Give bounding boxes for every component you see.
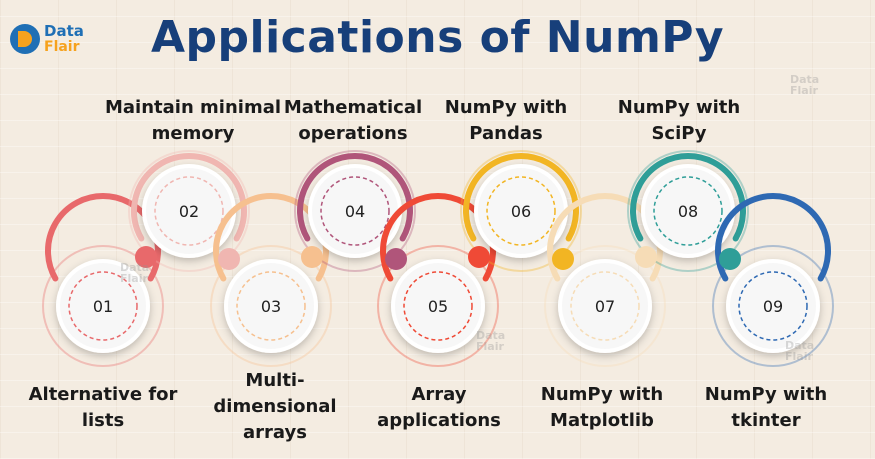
step-arc-09 [715, 193, 831, 282]
step-dashed-ring-09 [738, 271, 808, 341]
step-number-01: 01 [93, 297, 113, 316]
connector-dot-7 [635, 246, 657, 268]
step-label-09: NumPy with tkinter [704, 384, 828, 431]
logo-text-data: Data [44, 22, 84, 40]
watermark-logo: Data Flair [790, 73, 820, 97]
step-disc-inner-05 [395, 263, 481, 349]
step-dashed-ring-01 [68, 271, 138, 341]
step-ring-outer-02 [128, 150, 250, 272]
step-number-06: 06 [511, 202, 531, 221]
step-label-08: NumPy with SciPy [617, 97, 741, 144]
watermark-logo: Data Flair [120, 261, 150, 285]
step-number-07: 07 [595, 297, 615, 316]
step-dashed-ring-03 [236, 271, 306, 341]
step-label-05: Array applications [377, 384, 501, 431]
step-label-07: NumPy with Matplotlib [540, 384, 664, 431]
step-disc-inner-02 [146, 168, 232, 254]
step-number-04: 04 [345, 202, 365, 221]
step-number-05: 05 [428, 297, 448, 316]
connector-dot-1 [135, 246, 157, 268]
step-disc-inner-03 [228, 263, 314, 349]
step-ring-outer-06 [460, 150, 582, 272]
watermark-logo: Data Flair [785, 339, 815, 363]
step-dashed-ring-08 [653, 176, 723, 246]
step-disc-inner-09 [730, 263, 816, 349]
step-ring-outer-03 [210, 245, 332, 367]
step-disc-inner-04 [312, 168, 398, 254]
step-label-06: NumPy with Pandas [444, 97, 568, 144]
step-dashed-ring-04 [320, 176, 390, 246]
step-number-09: 09 [763, 297, 783, 316]
step-disc-inner-06 [478, 168, 564, 254]
connector-dot-4 [385, 248, 407, 270]
step-dashed-ring-02 [154, 176, 224, 246]
step-label-03: Multi-dimensional arrays [213, 370, 337, 443]
step-disc-inner-07 [562, 263, 648, 349]
step-number-02: 02 [179, 202, 199, 221]
logo-text-flair: Flair [44, 39, 80, 55]
step-ring-outer-09 [712, 245, 834, 367]
step-dashed-ring-05 [403, 271, 473, 341]
step-disc-inner-08 [645, 168, 731, 254]
connector-dot-3 [301, 246, 323, 268]
step-ring-outer-01 [42, 245, 164, 367]
logo-mark-icon [10, 24, 40, 54]
connector-dot-6 [552, 248, 574, 270]
step-number-03: 03 [261, 297, 281, 316]
step-ring-outer-04 [294, 150, 416, 272]
connector-dot-5 [468, 246, 490, 268]
step-label-01: Alternative for lists [28, 384, 178, 431]
step-number-08: 08 [678, 202, 698, 221]
page-title: Applications of NumPy [150, 12, 725, 63]
watermark-logo: Data Flair [476, 329, 506, 353]
step-label-04: Mathematical operations [283, 97, 423, 144]
connector-dot-2 [218, 248, 240, 270]
step-dashed-ring-07 [570, 271, 640, 341]
connector-dot-8 [719, 248, 741, 270]
step-label-02: Maintain minimal memory [104, 97, 282, 144]
dataflair-logo: Data Flair [10, 22, 90, 58]
step-ring-outer-08 [627, 150, 749, 272]
step-ring-outer-05 [377, 245, 499, 367]
step-dashed-ring-06 [486, 176, 556, 246]
step-disc-inner-01 [60, 263, 146, 349]
step-ring-outer-07 [544, 245, 666, 367]
